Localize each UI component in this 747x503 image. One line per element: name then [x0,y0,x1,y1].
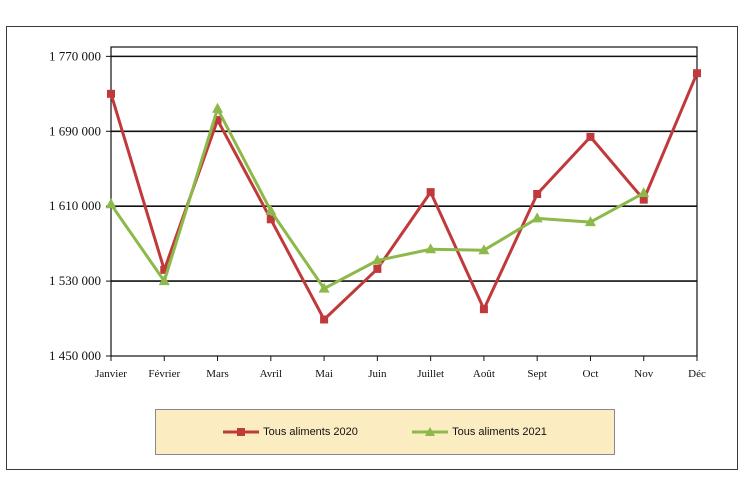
x-tick-label-11: Déc [688,368,706,380]
series-0-point-10 [639,195,648,204]
x-tick-label-8: Sept [527,368,547,380]
series-0-point-9 [586,132,595,141]
legend-label-2020: Tous aliments 2020 [263,426,358,438]
y-tick-label-4: 1 450 000 [49,348,101,363]
series-1-point-4 [318,282,330,293]
series-0-point-2 [213,116,222,125]
legend-swatch-2021 [412,427,449,436]
series-1-point-8 [531,212,543,223]
series-1-point-0 [105,198,117,209]
series-1-point-5 [371,254,383,265]
x-tick-label-4: Mai [315,368,333,380]
y-tick-label-2: 1 610 000 [49,198,101,213]
y-tick-label-0: 1 770 000 [49,48,101,63]
series-1-point-3 [265,204,277,215]
series-0-point-1 [160,265,169,274]
series-1-point-9 [584,216,596,227]
legend: Tous aliments 2020 Tous aliments 2021 [155,409,615,455]
series-1-point-7 [478,244,490,255]
series-1-point-1 [158,275,170,286]
x-tick-label-7: Août [473,368,495,380]
series-0-point-4 [320,315,329,324]
series-0-point-8 [533,190,542,199]
x-tick-label-1: Février [148,368,180,380]
x-tick-label-0: Janvier [95,368,127,380]
x-tick-label-2: Mars [206,368,229,380]
x-tick-label-6: Juillet [417,368,444,380]
x-tick-label-10: Nov [634,368,653,380]
series-line-0 [109,72,699,321]
series-0-point-0 [107,89,115,98]
series-0-point-5 [373,264,382,273]
series-1-point-2 [212,102,224,113]
x-tick-label-5: Juin [368,368,387,380]
series-0-point-6 [426,188,435,197]
y-tick-label-3: 1 530 000 [49,273,101,288]
legend-item-2020: Tous aliments 2020 [223,426,358,438]
legend-item-2021: Tous aliments 2021 [412,426,547,438]
series-0-point-11 [693,69,701,78]
plot-area [110,46,698,357]
y-tick-label-1: 1 690 000 [49,123,101,138]
series-1-point-6 [425,243,437,254]
x-tick-label-9: Oct [583,368,599,380]
x-tick-label-3: Avril [260,368,282,380]
series-1-point-10 [638,187,650,198]
series-0-point-7 [479,305,488,314]
series-0-point-3 [266,215,275,224]
legend-swatch-2020 [223,428,260,436]
legend-label-2021: Tous aliments 2021 [452,426,547,438]
